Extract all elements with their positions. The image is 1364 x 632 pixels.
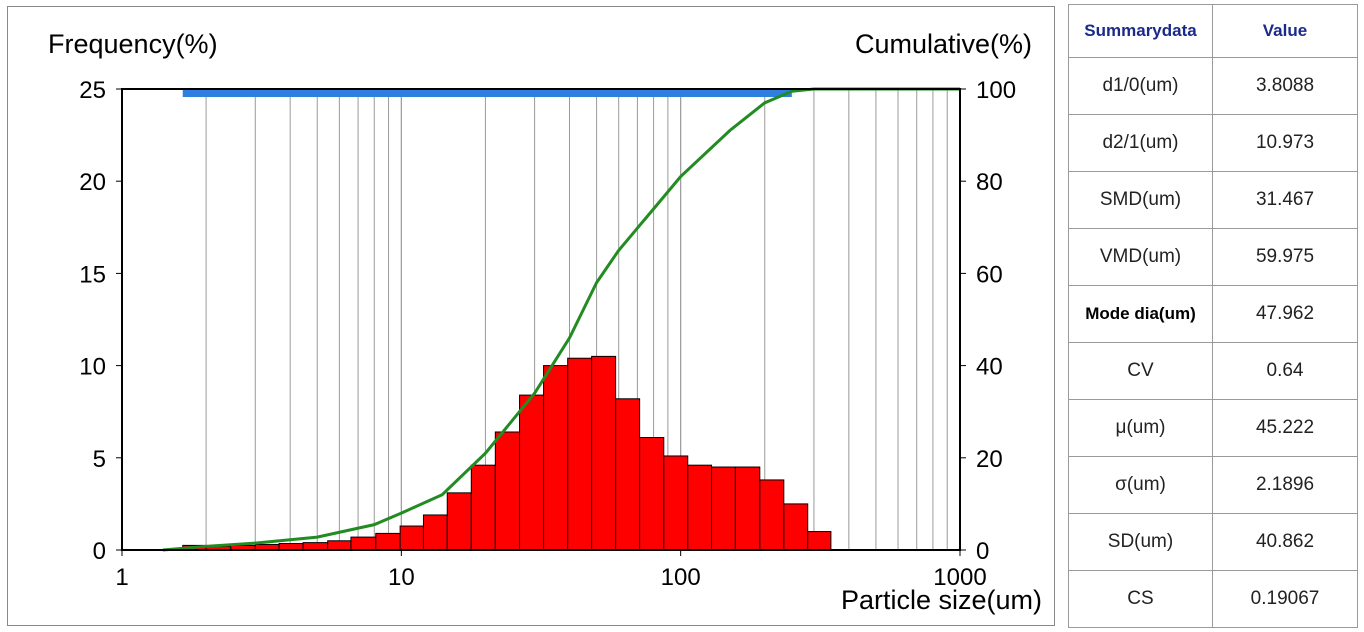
- summary-row-name: Mode dia(um): [1068, 285, 1213, 343]
- histogram-bar: [759, 479, 785, 551]
- summary-header-value: Value: [1212, 4, 1358, 58]
- summary-row-name: CS: [1068, 570, 1213, 628]
- chart-panel: 0 5 10 15 20 25 0 20 40 60 80 100 1 10 100 1000 Frequen…: [7, 6, 1055, 626]
- y-left-tick-label: 25: [79, 77, 106, 104]
- histogram-bar: [615, 398, 641, 551]
- y-right-tick-label: 100: [976, 77, 1016, 104]
- y-left-tick-label: 0: [93, 538, 106, 565]
- summary-row-name: σ(um): [1068, 456, 1213, 514]
- summary-row-value: 40.862: [1212, 513, 1358, 571]
- histogram-bar: [783, 503, 809, 551]
- summary-row: Mode dia(um) 47.962: [1068, 285, 1358, 343]
- y-right-tick-label: 40: [976, 354, 1003, 381]
- summary-header-name: Summarydata: [1068, 4, 1213, 58]
- histogram-bar: [519, 394, 545, 551]
- y-left-axis-title: Frequency(%): [48, 29, 218, 59]
- summary-row-value: 2.1896: [1212, 456, 1358, 514]
- x-tick-label: 100: [661, 564, 701, 591]
- histogram-bar: [567, 357, 593, 551]
- histogram-bar: [470, 464, 496, 551]
- summary-table: Summarydata Value d1/0(um) 3.8088 d2/1(u…: [1068, 4, 1358, 628]
- histogram-bar: [422, 514, 448, 551]
- cumulative-curve: [162, 87, 960, 552]
- x-tick-label: 1000: [933, 564, 986, 591]
- plot-frame: [121, 88, 961, 551]
- summary-row: μ(um) 45.222: [1068, 399, 1358, 457]
- summary-header-row: Summarydata Value: [1068, 4, 1358, 58]
- summary-row: CS 0.19067: [1068, 570, 1358, 628]
- y-right-tick-label: 60: [976, 261, 1003, 288]
- histogram-bar: [302, 542, 329, 551]
- summary-row-value: 10.973: [1212, 114, 1358, 172]
- y-left-tick-label: 5: [93, 446, 106, 473]
- summary-row: SMD(um) 31.467: [1068, 171, 1358, 229]
- summary-row: VMD(um) 59.975: [1068, 228, 1358, 286]
- summary-row-name: μ(um): [1068, 399, 1213, 457]
- y-right-tick-label: 80: [976, 169, 1003, 196]
- summary-row: CV 0.64: [1068, 342, 1358, 400]
- summary-row-value: 3.8088: [1212, 57, 1358, 115]
- histogram-bar: [399, 525, 424, 551]
- histogram-bar: [663, 455, 689, 551]
- summary-row-name: d2/1(um): [1068, 114, 1213, 172]
- summary-row: d1/0(um) 3.8088: [1068, 57, 1358, 115]
- y-right-axis-title: Cumulative(%): [855, 29, 1032, 59]
- histogram-bar: [375, 532, 401, 551]
- summary-row-value: 45.222: [1212, 399, 1358, 457]
- summary-row: d2/1(um) 10.973: [1068, 114, 1358, 172]
- summary-row: σ(um) 2.1896: [1068, 456, 1358, 514]
- histogram-bar: [711, 466, 736, 551]
- summary-row-name: VMD(um): [1068, 228, 1213, 286]
- histogram-bar: [591, 355, 617, 551]
- histogram-bars: [182, 355, 832, 551]
- y-left-tick-label: 20: [79, 169, 106, 196]
- summary-row-name: SMD(um): [1068, 171, 1213, 229]
- range-bar: [182, 88, 792, 97]
- summary-row-value: 0.64: [1212, 342, 1358, 400]
- histogram-bar: [807, 531, 832, 551]
- histogram-bar: [327, 540, 352, 551]
- y-right-tick-label: 20: [976, 446, 1003, 473]
- summary-row-value: 31.467: [1212, 171, 1358, 229]
- histogram-bar: [734, 466, 761, 551]
- summary-row-value: 47.962: [1212, 285, 1358, 343]
- histogram-bar: [446, 492, 472, 551]
- cumulative-curve-group: [162, 87, 960, 552]
- summary-row-value: 0.19067: [1212, 570, 1358, 628]
- x-axis-title: Particle size(um): [841, 585, 1042, 615]
- axes: 0 5 10 15 20 25 0 20 40 60 80 100 1 10 100 1000: [79, 77, 1016, 591]
- histogram-bar: [350, 536, 377, 551]
- y-right-tick-label: 0: [976, 538, 989, 565]
- histogram-bar: [494, 431, 521, 551]
- histogram-bar: [639, 437, 665, 551]
- x-tick-label: 10: [388, 564, 415, 591]
- summary-row-value: 59.975: [1212, 228, 1358, 286]
- summary-row-name: SD(um): [1068, 513, 1213, 571]
- x-tick-label: 1: [115, 564, 128, 591]
- summary-row-name: d1/0(um): [1068, 57, 1213, 115]
- frequency-chart: 0 5 10 15 20 25 0 20 40 60 80 100 1 10 100 1000 Frequen…: [48, 29, 1042, 615]
- histogram-bar: [543, 365, 569, 551]
- histogram-bar: [687, 464, 713, 551]
- y-left-tick-label: 10: [79, 354, 106, 381]
- summary-row-name: CV: [1068, 342, 1213, 400]
- y-left-tick-label: 15: [79, 261, 106, 288]
- summary-row: SD(um) 40.862: [1068, 513, 1358, 571]
